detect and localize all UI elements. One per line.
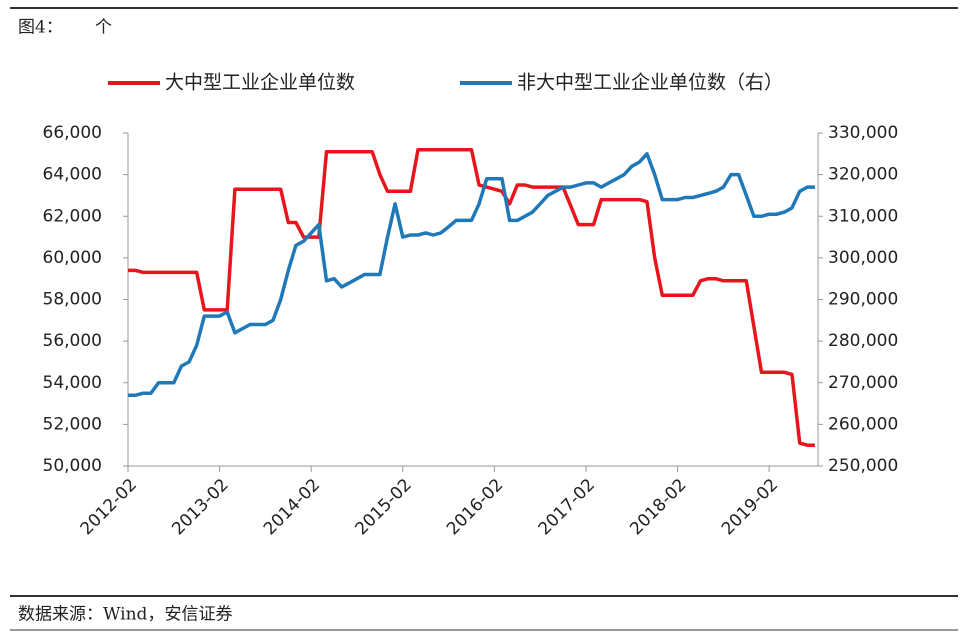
legend-label: 大中型工业企业单位数: [165, 72, 355, 94]
chart-title: 图4：: [18, 18, 63, 38]
x-tick-label: 2013-02: [168, 475, 232, 539]
y2-tick-label: 270,000: [828, 373, 898, 393]
legend-label: 非大中型工业企业单位数（右）: [517, 72, 783, 94]
x-tick-label: 2017-02: [535, 475, 599, 539]
y-tick-label: 50,000: [43, 456, 102, 476]
y-tick-label: 62,000: [43, 206, 102, 226]
y2-tick-label: 250,000: [828, 456, 898, 476]
unit-label: 个: [95, 18, 112, 38]
y-tick-label: 56,000: [43, 331, 102, 351]
x-tick-label: 2019-02: [718, 475, 782, 539]
y-tick-label: 54,000: [43, 373, 102, 393]
y-tick-label: 58,000: [43, 290, 102, 310]
y-tick-label: 64,000: [43, 165, 102, 185]
y2-tick-label: 290,000: [828, 290, 898, 310]
x-tick-label: 2018-02: [626, 475, 690, 539]
x-tick-label: 2016-02: [443, 475, 507, 539]
y-tick-label: 60,000: [43, 248, 102, 268]
y2-tick-label: 260,000: [828, 414, 898, 434]
series-line: [128, 147, 815, 447]
y2-tick-label: 280,000: [828, 331, 898, 351]
x-tick-label: 2012-02: [77, 475, 141, 539]
source: 数据来源：Wind，安信证券: [18, 605, 232, 625]
y2-tick-label: 300,000: [828, 248, 898, 268]
x-tick-label: 2014-02: [260, 475, 324, 539]
x-tick-label: 2015-02: [351, 475, 415, 539]
y2-tick-label: 320,000: [828, 165, 898, 185]
y-tick-label: 66,000: [43, 123, 102, 143]
y2-tick-label: 310,000: [828, 206, 898, 226]
y-tick-label: 52,000: [43, 414, 102, 434]
series-line: [128, 152, 815, 397]
y2-tick-label: 330,000: [828, 123, 898, 143]
